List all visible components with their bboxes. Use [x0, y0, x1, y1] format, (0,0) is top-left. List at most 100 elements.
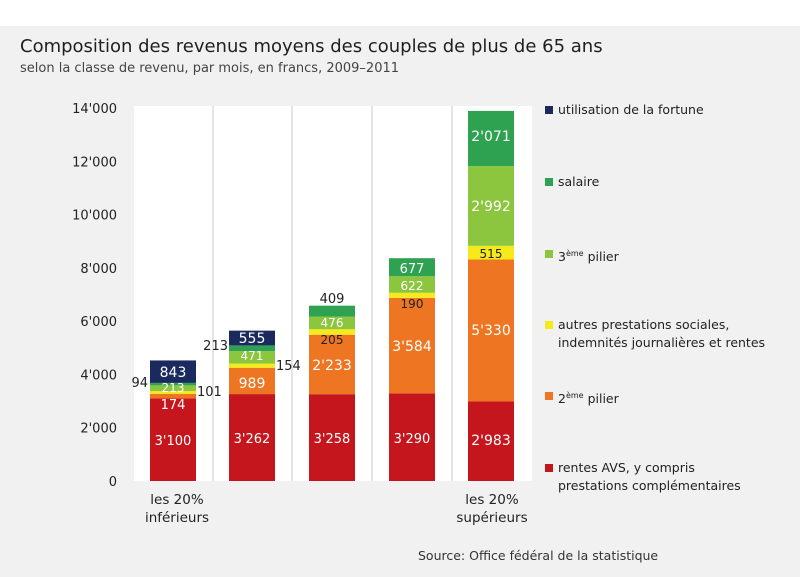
data-label-avs-3: 3'258: [314, 432, 351, 447]
data-label-autres-5: 515: [480, 247, 503, 261]
bar-segment-salaire-4: [389, 258, 435, 277]
legend-pilier2-sup: ème: [565, 391, 584, 400]
x-label-first: les 20% inférieurs: [137, 491, 217, 527]
data-label-autres-3: 205: [321, 333, 344, 347]
bar-segment-pilier3-5: [468, 166, 514, 246]
data-label-fortune-2: 555: [239, 331, 266, 347]
data-label-autres-1: 101: [197, 385, 222, 400]
bar-segment-autres-2: [229, 363, 275, 368]
legend-avs-line1: rentes AVS, y compris: [558, 460, 695, 475]
data-label-avs-2: 3'262: [234, 432, 271, 447]
data-label-autres-2: 154: [276, 359, 301, 374]
bar-segment-fortune-1: [150, 360, 196, 383]
legend-avs-line2: prestations complémentaires: [558, 478, 741, 493]
data-label-salaire-4: 677: [400, 262, 425, 277]
data-label-avs-1: 3'100: [155, 434, 192, 449]
bar-segment-avs-2: [229, 394, 275, 481]
legend-pilier2-number: 2: [558, 391, 566, 407]
data-label-avs-5: 2'983: [471, 433, 510, 449]
bar-segment-pilier3-3: [309, 316, 355, 330]
legend-item-pilier3: 3ème pilier: [545, 245, 619, 266]
bar-segment-autres-4: [389, 292, 435, 298]
data-label-salaire-3: 409: [320, 292, 345, 307]
legend-pilier3-sup: ème: [565, 249, 584, 258]
bar-segment-pilier2-1: [150, 393, 196, 399]
data-label-pilier2-4: 3'584: [392, 339, 432, 355]
bar-segment-autres-5: [468, 245, 514, 260]
bar-segment-pilier2-3: [309, 334, 355, 395]
data-label-pilier2-5: 5'330: [471, 323, 510, 339]
data-label-salaire-5: 2'071: [471, 129, 510, 145]
data-label-pilier3-3: 476: [321, 316, 344, 330]
bar-segment-pilier2-2: [229, 367, 275, 395]
x-label-first-line2: inférieurs: [144, 510, 210, 526]
bar-segment-pilier3-4: [389, 276, 435, 293]
legend-label-salaire: salaire: [558, 174, 600, 189]
data-label-pilier2-1: 174: [161, 398, 186, 413]
data-label-pilier3-5: 2'992: [471, 199, 510, 215]
data-label-autres-4: 190: [401, 297, 424, 311]
data-label-salaire-1: 94: [131, 376, 148, 391]
bar-segment-pilier3-1: [150, 385, 196, 392]
data-label-salaire-2: 213: [203, 339, 228, 354]
x-label-first-line1: les 20%: [150, 492, 204, 508]
bar-segment-autres-1: [150, 391, 196, 394]
legend-pilier3-number: 3: [558, 249, 566, 265]
bar-segment-avs-4: [389, 393, 435, 481]
bar-segment-avs-5: [468, 401, 514, 481]
y-tick-label: 0: [109, 475, 117, 490]
bar-segment-salaire-5: [468, 110, 514, 167]
legend-item-salaire: salaire: [545, 173, 599, 191]
data-label-fortune-1: 843: [160, 365, 187, 381]
legend-label-autres: autres prestations sociales, indemnités j…: [558, 316, 765, 352]
bar-segment-autres-3: [309, 329, 355, 335]
source-note: Source: Office fédéral de la statistique: [418, 548, 659, 563]
bar-segment-avs-3: [309, 394, 355, 481]
y-tick-label: 14'000: [72, 102, 117, 117]
y-tick-label: 8'000: [80, 262, 117, 277]
bar-segment-salaire-2: [229, 345, 275, 352]
legend-pilier3-text: pilier: [583, 249, 619, 265]
legend-label-pilier3: 3ème pilier: [558, 245, 619, 266]
legend-swatch-salaire: [545, 178, 553, 186]
legend-autres-line1: autres prestations sociales,: [558, 317, 730, 332]
legend-item-avs: rentes AVS, y compris prestations complém…: [545, 459, 741, 495]
legend-autres-line2: indemnités journalières et rentes: [558, 335, 766, 350]
y-tick-label: 6'000: [80, 315, 117, 330]
data-label-pilier3-4: 622: [401, 279, 424, 293]
legend-pilier2-text: pilier: [583, 391, 619, 407]
bar-segment-fortune-2: [229, 330, 275, 346]
bar-segment-pilier2-4: [389, 297, 435, 394]
data-label-avs-4: 3'290: [394, 432, 431, 447]
bar-segment-avs-1: [150, 398, 196, 481]
data-label-pilier3-2: 471: [241, 349, 264, 363]
bar-segment-salaire-1: [150, 382, 196, 386]
data-label-pilier2-2: 989: [239, 376, 266, 392]
y-tick-label: 4'000: [80, 368, 117, 383]
legend-label-pilier2: 2ème pilier: [558, 387, 619, 408]
legend-swatch-avs: [545, 464, 553, 472]
bar-segment-pilier2-5: [468, 259, 514, 402]
bar-segment-salaire-3: [309, 305, 355, 317]
legend-item-autres: autres prestations sociales, indemnités j…: [545, 316, 765, 352]
legend-swatch-autres: [545, 321, 553, 329]
legend-item-pilier2: 2ème pilier: [545, 387, 619, 408]
y-tick-label: 2'000: [80, 422, 117, 437]
data-label-pilier2-3: 2'233: [312, 358, 351, 374]
legend-swatch-fortune: [545, 106, 553, 114]
chart-subtitle: selon la classe de revenu, par mois, en …: [20, 61, 400, 76]
top-bar: [0, 0, 800, 26]
data-label-pilier3-1: 213: [162, 381, 185, 395]
bar-segment-pilier3-2: [229, 351, 275, 364]
legend-swatch-pilier3: [545, 250, 553, 258]
y-tick-label: 12'000: [72, 155, 117, 170]
legend-swatch-pilier2: [545, 392, 553, 400]
chart-title: Composition des revenus moyens des coupl…: [20, 36, 603, 57]
x-label-last: les 20% supérieurs: [447, 491, 537, 527]
legend-label-fortune: utilisation de la fortune: [558, 102, 704, 117]
legend-label-avs: rentes AVS, y compris prestations complém…: [558, 459, 741, 495]
x-label-last-line2: supérieurs: [456, 510, 528, 526]
y-tick-label: 10'000: [72, 209, 117, 224]
legend-item-fortune: utilisation de la fortune: [545, 101, 704, 119]
